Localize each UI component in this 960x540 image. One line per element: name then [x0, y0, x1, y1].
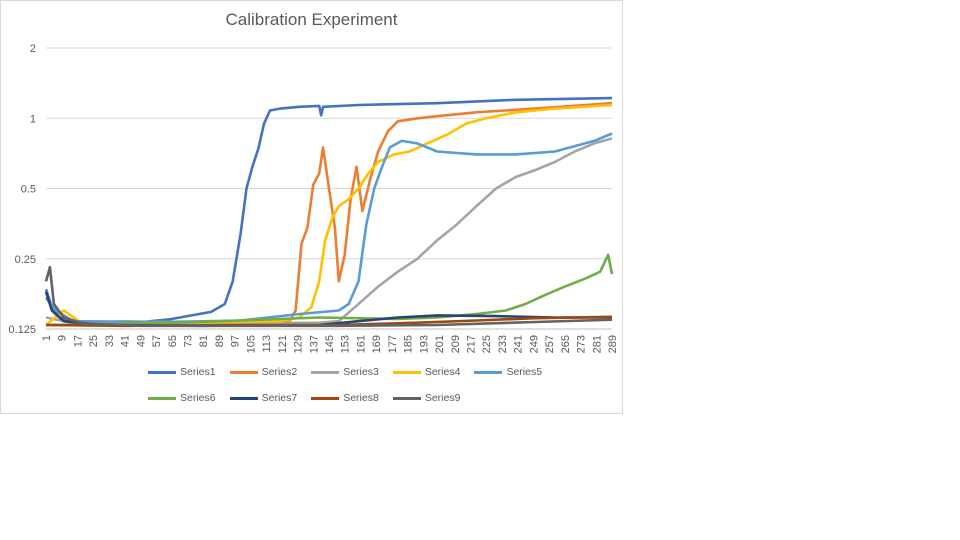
- legend-swatch: [148, 370, 176, 374]
- x-tick-label: 209: [450, 335, 462, 353]
- legend-swatch: [474, 370, 503, 374]
- legend-swatch: [229, 396, 258, 400]
- x-tick-label: 273: [576, 335, 588, 353]
- legend-swatch: [148, 396, 176, 400]
- series-line-series7: [44, 291, 612, 328]
- x-tick-label: 81: [198, 335, 210, 347]
- x-tick-label: 113: [261, 335, 273, 353]
- y-tick-label: 0.25: [15, 254, 36, 266]
- x-tick-label: 9: [57, 335, 69, 341]
- x-tick-label: 201: [434, 335, 446, 353]
- legend-label: Series4: [424, 366, 461, 378]
- x-tick-label: 89: [214, 335, 226, 347]
- x-tick-label: 153: [340, 335, 352, 353]
- x-tick-label: 233: [497, 335, 509, 353]
- x-tick-label: 137: [308, 335, 320, 353]
- series-line-series9: [44, 265, 613, 328]
- y-tick-label: 1: [30, 113, 36, 125]
- x-tick-label: 185: [403, 335, 415, 353]
- x-tick-label: 241: [513, 335, 525, 353]
- x-tick-label: 249: [528, 335, 540, 353]
- legend-item-series1: Series1: [148, 366, 216, 378]
- x-tick-label: 169: [371, 335, 383, 353]
- series-line-series3: [45, 137, 613, 327]
- legend-label: Series2: [261, 366, 298, 378]
- legend-item-series3: Series3: [311, 366, 379, 378]
- legend-swatch: [229, 370, 258, 374]
- y-tick-label: 0.5: [21, 184, 36, 196]
- legend-label: Series1: [180, 366, 216, 378]
- x-tick-label: 121: [277, 335, 289, 353]
- x-tick-label: 33: [104, 335, 116, 347]
- x-tick-label: 257: [544, 335, 556, 353]
- x-tick-label: 265: [560, 335, 572, 353]
- legend-swatch: [392, 370, 421, 374]
- series-line-series6: [45, 253, 614, 327]
- legend-item-series2: Series2: [229, 366, 298, 378]
- series-line-series4: [45, 103, 613, 327]
- x-tick-label: 225: [481, 335, 493, 353]
- chart-title: Calibration Experiment: [225, 10, 398, 29]
- x-tick-label: 97: [230, 335, 242, 347]
- x-tick-label: 105: [245, 335, 257, 353]
- legend-item-series6: Series6: [148, 392, 216, 404]
- x-tick-label: 49: [135, 335, 147, 347]
- x-tick-label: 289: [607, 335, 619, 353]
- legend-label: Series3: [343, 366, 379, 378]
- legend-swatch: [311, 396, 340, 400]
- y-tick-label: 2: [30, 43, 36, 55]
- x-tick-label: 73: [183, 335, 195, 347]
- series-line-series2: [46, 101, 613, 327]
- x-tick-label: 193: [418, 335, 430, 353]
- x-tick-label: 25: [88, 335, 100, 347]
- legend-label: Series9: [424, 392, 461, 404]
- y-tick-label: 0.125: [8, 324, 36, 336]
- x-tick-label: 1: [41, 335, 53, 341]
- x-tick-label: 161: [355, 335, 367, 353]
- x-tick-label: 177: [387, 335, 399, 353]
- legend-label: Series7: [261, 392, 298, 404]
- series-line-series1: [44, 96, 613, 326]
- x-tick-label: 129: [293, 335, 305, 353]
- legend-label: Series5: [506, 366, 543, 378]
- legend-item-series9: Series9: [392, 392, 461, 404]
- x-tick-label: 281: [591, 335, 603, 353]
- legend-item-series8: Series8: [311, 392, 379, 404]
- legend-label: Series6: [180, 392, 216, 404]
- x-tick-label: 65: [167, 335, 179, 347]
- x-tick-label: 145: [324, 335, 336, 353]
- legend-item-series7: Series7: [229, 392, 298, 404]
- x-tick-label: 57: [151, 335, 163, 347]
- legend-item-series4: Series4: [392, 366, 461, 378]
- legend-swatch: [311, 370, 340, 374]
- legend-label: Series8: [343, 392, 379, 404]
- x-tick-label: 17: [72, 335, 84, 347]
- legend-row: Series6 Series7 Series8 Series9: [148, 392, 460, 404]
- legend-item-series5: Series5: [474, 366, 542, 378]
- x-tick-label: 41: [120, 335, 132, 347]
- x-tick-label: 217: [466, 335, 478, 353]
- legend-row: Series1 Series2 Series3 Series4 Series5: [148, 366, 542, 378]
- legend-swatch: [392, 396, 421, 400]
